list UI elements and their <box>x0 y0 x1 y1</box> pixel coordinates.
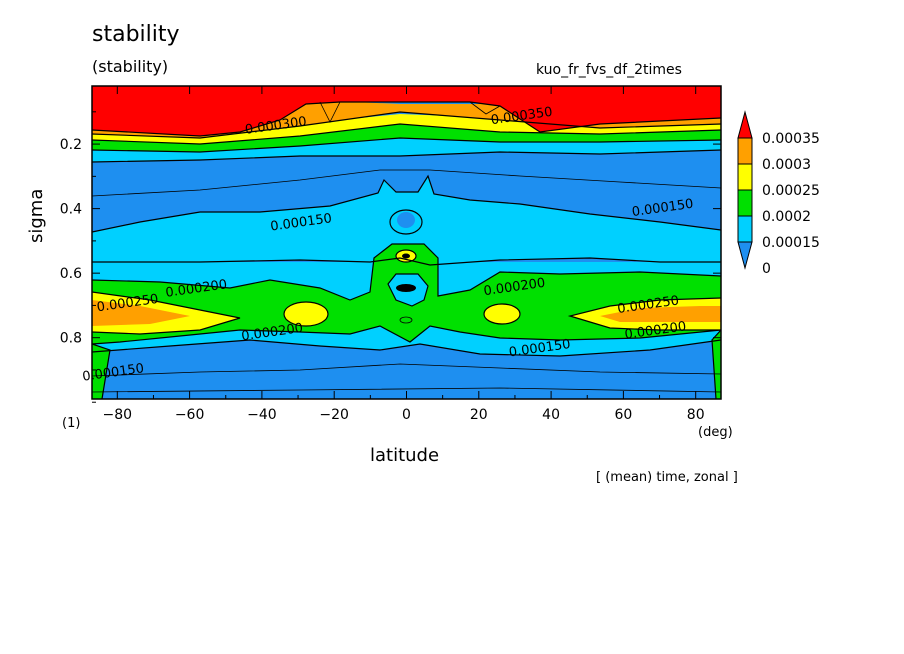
y-tick-label: 0.4 <box>60 202 82 218</box>
x-tick-label: 20 <box>470 407 488 423</box>
spot-blue-equator <box>397 212 415 228</box>
spot-black-core <box>396 284 416 292</box>
y-tick-label: 0.6 <box>60 266 82 282</box>
band-red-top <box>92 86 721 136</box>
x-tick-label: −20 <box>319 407 349 423</box>
colorbar-label: 0.00025 <box>762 183 820 199</box>
colorbar-min-arrow <box>737 241 753 270</box>
x-tick-label: −80 <box>103 407 133 423</box>
x-tick-label: 80 <box>687 407 705 423</box>
patch-orange-nh70 <box>600 306 721 322</box>
colorbar-label: 0.00015 <box>762 235 820 251</box>
x-tick-label: −40 <box>247 407 277 423</box>
x-tick-label: 40 <box>542 407 560 423</box>
edge-green-sp <box>92 344 110 399</box>
colorbar-max-arrow <box>737 110 753 139</box>
colorbar-label: 0.0003 <box>762 157 811 173</box>
y-axis: 0.2 0.4 0.6 0.8 <box>60 111 721 403</box>
y-axis-unit: (1) <box>62 416 81 431</box>
y-tick-label: 0.2 <box>60 137 82 153</box>
edge-green-np <box>712 330 721 399</box>
y-tick-label: 0.8 <box>60 331 82 347</box>
colorbar-swatch <box>737 137 753 165</box>
contour-lines <box>92 101 721 399</box>
x-tick-label: 0 <box>402 407 411 423</box>
chart-subtitle: (stability) <box>92 57 169 76</box>
run-name: kuo_fr_fvs_df_2times <box>536 62 682 78</box>
colorbar-swatch <box>737 215 753 243</box>
colorbar-label: 0.0002 <box>762 209 811 225</box>
x-tick-label: −60 <box>175 407 205 423</box>
x-tick-label: 60 <box>614 407 632 423</box>
spot-black-core-2 <box>402 253 410 259</box>
patch-yellow-sh30 <box>284 302 328 326</box>
colorbar: 0.00035 0.0003 0.00025 0.0002 0.00015 0 <box>737 110 820 277</box>
colorbar-label: 0.00035 <box>762 131 820 147</box>
colorbar-swatch <box>737 163 753 191</box>
colorbar-label: 0 <box>762 261 771 277</box>
patch-yellow-nh30 <box>484 304 520 324</box>
colorbar-swatch <box>737 189 753 217</box>
band-yellow-upper <box>92 114 721 144</box>
x-axis-unit: (deg) <box>698 425 733 440</box>
patch-orange-sh70 <box>92 300 190 326</box>
x-axis-label: latitude <box>370 445 440 466</box>
averaging-note: [ (mean) time, zonal ] <box>596 470 738 485</box>
x-axis: −80 −60 −40 −20 0 20 40 60 80 <box>103 86 705 423</box>
contour-field <box>92 86 721 399</box>
chart-title: stability <box>92 22 180 47</box>
